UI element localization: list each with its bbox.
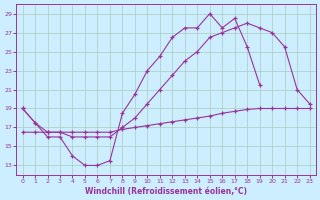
X-axis label: Windchill (Refroidissement éolien,°C): Windchill (Refroidissement éolien,°C) <box>85 187 247 196</box>
